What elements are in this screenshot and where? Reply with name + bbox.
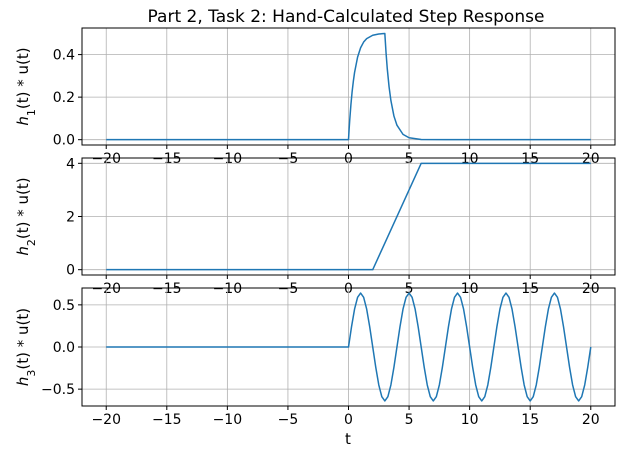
y-axis-label-2: h2(t) * u(t) — [14, 177, 38, 255]
series-line-3 — [106, 292, 592, 402]
y-label-rest: (t) * u(t) — [14, 177, 32, 239]
y-axis-label-3: h3(t) * u(t) — [14, 308, 38, 386]
y-tick-label: 2 — [66, 210, 75, 226]
y-label-function: h — [14, 116, 32, 126]
x-axis-label: t — [345, 430, 351, 448]
x-tick-label: −15 — [152, 412, 182, 428]
y-tick-label: 0.0 — [53, 133, 75, 149]
y-tick-label: 0.2 — [53, 90, 75, 106]
y-tick-label: 0 — [66, 263, 75, 279]
x-tick-label: 5 — [405, 412, 414, 428]
y-tick-label: 4 — [66, 156, 75, 172]
y-tick-label: 0.0 — [53, 340, 75, 356]
y-label-rest: (t) * u(t) — [14, 47, 32, 109]
subplot-stack: −20 −15 −10 −5 0 5 10 15 200.00.20.4h1(t) * u(t)… — [14, 27, 616, 428]
x-tick-label: 0 — [344, 412, 353, 428]
y-axis-label-1: h1(t) * u(t) — [14, 47, 38, 125]
y-label-subscript: 2 — [25, 239, 38, 246]
x-tick-label: 10 — [461, 412, 479, 428]
x-tick-label: −10 — [213, 412, 243, 428]
figure-title: Part 2, Task 2: Hand-Calculated Step Res… — [148, 7, 545, 27]
y-label-subscript: 1 — [25, 109, 38, 116]
series-line-2 — [106, 162, 591, 271]
x-tick-label: −20 — [91, 412, 121, 428]
y-tick-label: 0.4 — [53, 48, 75, 64]
x-tick-label: 15 — [521, 412, 539, 428]
y-label-rest: (t) * u(t) — [14, 308, 32, 370]
y-label-function: h — [14, 377, 32, 387]
y-tick-label: −0.5 — [41, 382, 75, 398]
series-line-1 — [106, 32, 591, 141]
x-tick-label: −5 — [278, 412, 299, 428]
y-label-subscript: 3 — [25, 370, 38, 377]
y-label-function: h — [14, 246, 32, 256]
y-tick-label: 0.5 — [53, 298, 75, 314]
subplot-3: −20 −15 −10 −5 0 5 10 15 20 −0.5 0.0 0.5 h3(t) * u(t… — [14, 287, 616, 428]
x-tick-label: 20 — [582, 412, 600, 428]
